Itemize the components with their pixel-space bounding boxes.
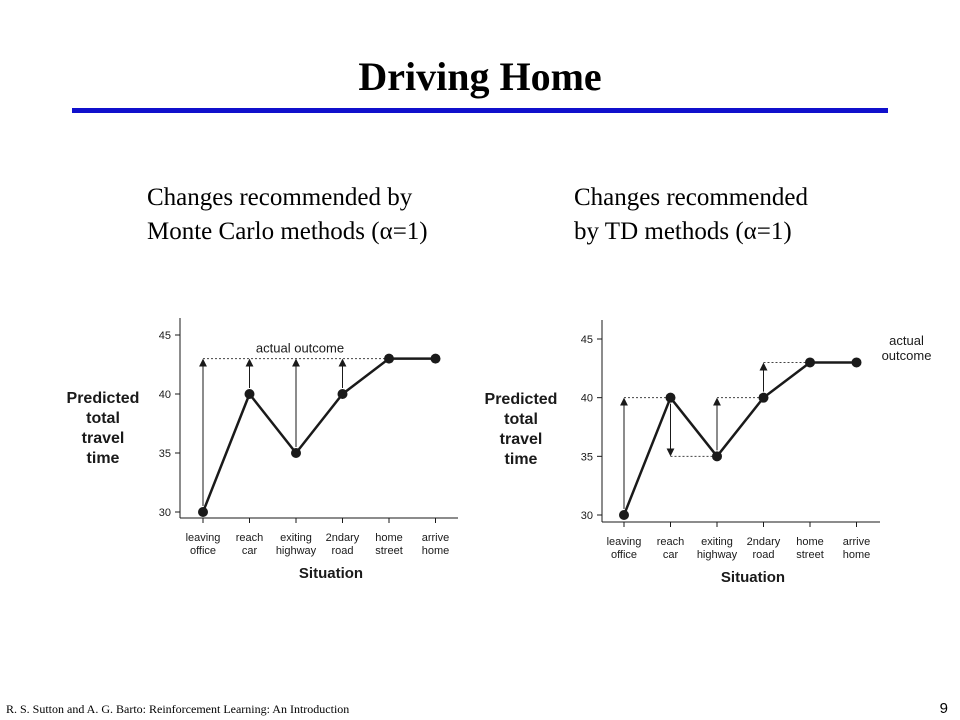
chart-2-y-axis-label-line: total	[504, 411, 538, 428]
chart-1-y-axis-label-line: total	[86, 410, 120, 427]
chart-1-series-line	[201, 357, 436, 513]
chart-2-x-tick-label: home	[796, 536, 824, 548]
caption-monte-carlo: Changes recommended by Monte Carlo metho…	[147, 181, 428, 249]
chart-1-x-tick-label: reach	[236, 532, 264, 544]
chart-1-x-tick-label: home	[375, 532, 403, 544]
chart-2-x-tick-label: car	[663, 549, 679, 561]
chart-2-x-tick-label: arrive	[843, 536, 871, 548]
chart-1-x-tick-label: car	[242, 545, 258, 557]
chart-1-x-tick-label: office	[190, 545, 216, 557]
chart-2-x-tick-label: road	[752, 549, 774, 561]
chart-2-y-tick-label: 35	[581, 451, 593, 463]
caption-monte-carlo-line-2: Monte Carlo methods (α=1)	[147, 218, 428, 245]
caption-td: Changes recommended by TD methods (α=1)	[574, 181, 808, 249]
chart-2-x-tick-label: office	[611, 549, 637, 561]
chart-2-data-point	[665, 392, 676, 403]
chart-2-y-tick-label: 30	[581, 510, 593, 522]
chart-1-y-tick-label: 40	[159, 389, 171, 401]
chart-2-x-tick-label: street	[796, 549, 824, 561]
chart-2-y-axis-label-line: time	[504, 451, 538, 468]
chart-2-y-tick-label: 40	[581, 393, 593, 405]
chart-2-x-tick-label: highway	[697, 549, 738, 561]
page-number: 9	[939, 700, 948, 717]
chart-1-actual-outcome-label: actual outcome	[256, 341, 344, 356]
chart-1-data-point	[291, 448, 301, 458]
chart-2-y-axis-label-line: Predicted	[484, 391, 558, 408]
chart-1-y-tick-label: 35	[159, 448, 171, 460]
caption-monte-carlo-line-1: Changes recommended by	[147, 184, 413, 211]
chart-1-y-axis-label: Predicted total travel time	[48, 389, 158, 469]
chart-2-x-tick-label: home	[843, 549, 871, 561]
chart-2-actual-outcome-label: outcome	[882, 348, 932, 363]
slide-title: Driving Home	[358, 54, 602, 99]
chart-1-data-point	[244, 389, 255, 399]
chart-1-data-point	[384, 353, 394, 364]
chart-2-y-tick-label: 45	[581, 334, 593, 346]
chart-2-data-point	[851, 357, 862, 368]
chart-1-x-tick-label: road	[331, 545, 353, 557]
chart-1-x-axis-label: Situation	[299, 565, 363, 582]
chart-1-y-axis-label-line: travel	[81, 430, 125, 447]
chart-1-y-tick-label: 45	[159, 330, 171, 342]
chart-2-series-line	[622, 361, 857, 516]
chart-1-data-point	[337, 389, 348, 399]
chart-1-data-point	[430, 353, 441, 364]
chart-2-x-axis-label: Situation	[721, 569, 785, 586]
chart-1-x-tick-label: leaving	[186, 532, 221, 544]
chart-1-y-axis-label-line: Predicted	[66, 390, 140, 407]
chart-1-x-tick-label: arrive	[422, 532, 450, 544]
chart-2-x-tick-label: leaving	[607, 536, 642, 548]
caption-td-line-2: by TD methods (α=1)	[574, 218, 792, 245]
chart-1-x-tick-label: highway	[276, 545, 317, 557]
chart-1-data-point	[198, 507, 208, 517]
chart-1-x-tick-label: exiting	[280, 532, 312, 544]
chart-2-x-tick-label: exiting	[701, 536, 733, 548]
chart-2-x-tick-label: reach	[657, 536, 685, 548]
caption-td-line-1: Changes recommended	[574, 184, 808, 211]
chart-2-y-axis-label: Predicted total travel time	[466, 390, 576, 470]
chart-1-x-tick-label: 2ndary	[326, 532, 360, 544]
chart-1-y-tick-label: 30	[159, 507, 171, 519]
chart-1-x-tick-label: street	[375, 545, 403, 557]
chart-2-actual-outcome-label: actual	[889, 333, 924, 348]
chart-2-y-axis-label-line: travel	[499, 431, 543, 448]
chart-2-data-point	[619, 510, 629, 520]
footer-credit: R. S. Sutton and A. G. Barto: Reinforcem…	[6, 702, 350, 716]
title-rule	[72, 108, 888, 113]
chart-1-x-tick-label: home	[422, 545, 450, 557]
chart-2-x-tick-label: 2ndary	[747, 536, 781, 548]
chart-2-data-point	[712, 451, 722, 462]
chart-2-data-point	[805, 357, 815, 368]
title-rule-bar	[72, 108, 888, 113]
chart-2-data-point	[758, 392, 769, 403]
chart-1-y-axis-label-line: time	[86, 450, 120, 467]
